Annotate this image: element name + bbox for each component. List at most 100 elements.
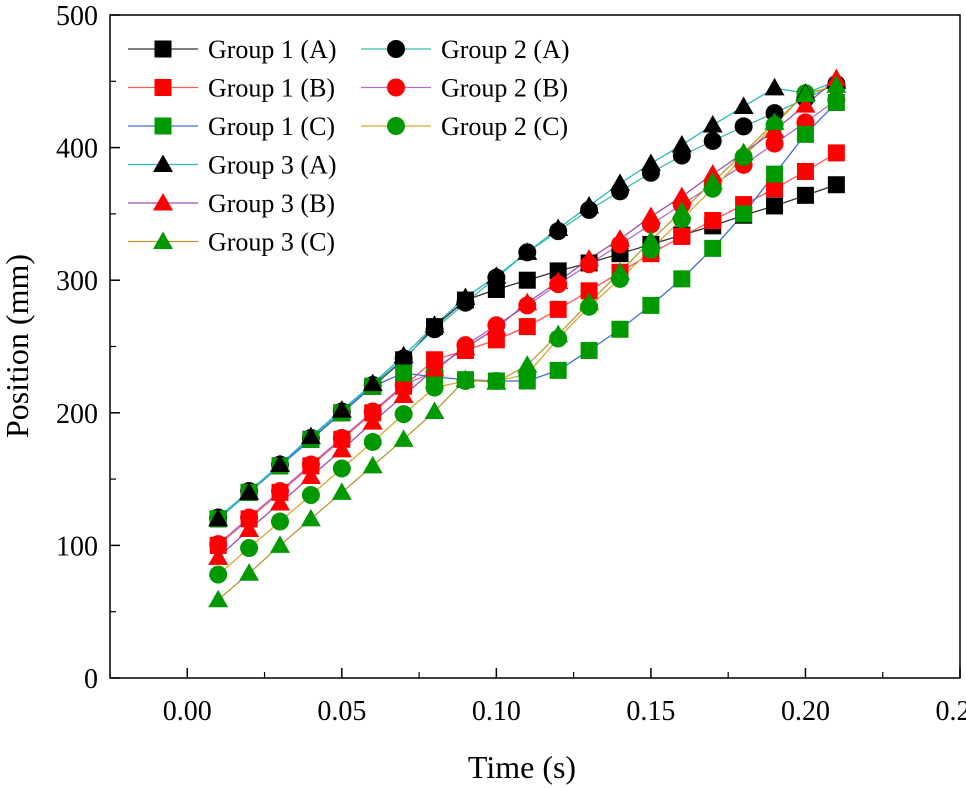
- data-point: [240, 508, 259, 527]
- data-point: [270, 535, 290, 553]
- legend-marker: [154, 79, 172, 96]
- data-point: [766, 197, 784, 215]
- data-point: [362, 455, 383, 474]
- series-points-9: [208, 75, 847, 608]
- legend-entry: Group 2 (B): [361, 74, 568, 103]
- data-point: [517, 292, 538, 311]
- data-point: [393, 429, 414, 447]
- data-point: [826, 75, 847, 93]
- legend: Group 1 (A) Group 2 (A) Group 1 (B) Group 2…: [128, 35, 570, 257]
- data-point: [579, 292, 600, 311]
- data-point: [425, 378, 444, 397]
- data-point: [579, 195, 600, 214]
- data-point: [671, 134, 692, 153]
- data-point: [362, 412, 383, 430]
- y-tick-label: 300: [56, 266, 98, 297]
- data-point: [270, 454, 290, 473]
- data-point: [486, 266, 507, 284]
- data-point: [640, 206, 661, 225]
- legend-entry: Group 1 (C): [128, 112, 335, 141]
- data-point: [671, 186, 692, 205]
- data-point: [239, 519, 260, 537]
- data-point: [270, 492, 290, 511]
- data-point: [209, 565, 228, 584]
- data-point: [796, 162, 814, 180]
- legend-label: Group 1 (B): [208, 74, 335, 103]
- x-axis-title: Time (s): [468, 749, 576, 785]
- data-point: [640, 230, 661, 248]
- data-point: [332, 459, 351, 478]
- data-point: [240, 539, 259, 558]
- legend-entry: Group 3 (A): [128, 151, 337, 180]
- data-point: [517, 242, 538, 260]
- data-point: [300, 508, 321, 527]
- x-tick-label: 0.00: [163, 696, 212, 727]
- legend-label: Group 1 (A): [208, 35, 337, 64]
- data-point: [734, 117, 753, 136]
- data-point: [517, 355, 538, 373]
- data-point: [424, 315, 445, 333]
- data-point: [208, 589, 229, 608]
- data-point: [796, 125, 814, 143]
- data-point: [208, 508, 229, 527]
- data-point: [301, 486, 320, 505]
- legend-marker: [154, 117, 172, 135]
- data-point: [673, 227, 691, 245]
- legend-label: Group 3 (C): [208, 228, 335, 257]
- data-point: [735, 205, 753, 223]
- data-point: [332, 428, 351, 447]
- data-point: [796, 186, 814, 204]
- legend-marker: [387, 40, 405, 58]
- data-point: [486, 317, 507, 336]
- legend-marker: [153, 193, 173, 211]
- data-point: [673, 270, 691, 288]
- data-point: [733, 142, 754, 161]
- data-point: [702, 172, 723, 190]
- legend-entry: Group 2 (A): [361, 35, 570, 64]
- x-tick-label: 0.15: [626, 696, 675, 727]
- data-point: [331, 482, 352, 500]
- legend-marker: [387, 78, 405, 97]
- data-point: [548, 271, 569, 290]
- data-point: [209, 535, 228, 554]
- series-points-8: [208, 68, 847, 565]
- y-tick-label: 500: [56, 1, 98, 32]
- data-point: [486, 372, 507, 390]
- data-point: [271, 512, 289, 531]
- data-point: [610, 262, 630, 280]
- data-point: [424, 401, 445, 419]
- data-point: [518, 318, 536, 336]
- data-point: [549, 262, 567, 280]
- data-point: [239, 563, 260, 581]
- legend-marker: [153, 231, 173, 249]
- data-point: [393, 345, 414, 364]
- data-point: [702, 115, 723, 133]
- data-point: [455, 287, 476, 305]
- legend-entry: Group 1 (A): [128, 35, 337, 64]
- legend-label: Group 2 (A): [441, 35, 570, 64]
- data-point: [300, 466, 321, 484]
- data-point: [766, 180, 784, 198]
- legend-label: Group 1 (C): [208, 112, 335, 141]
- legend-marker: [154, 40, 172, 58]
- data-point: [827, 176, 845, 194]
- data-point: [301, 455, 320, 474]
- data-point: [671, 201, 692, 219]
- legend-entry: Group 2 (C): [361, 112, 568, 141]
- data-point: [640, 153, 661, 172]
- y-tick-label: 200: [56, 399, 98, 430]
- data-point: [362, 373, 383, 392]
- data-point: [580, 282, 598, 300]
- data-point: [827, 94, 845, 112]
- data-point: [766, 165, 784, 183]
- y-tick-label: 0: [84, 664, 98, 695]
- data-point: [642, 296, 660, 314]
- data-point: [610, 173, 630, 191]
- data-point: [363, 432, 382, 451]
- data-point: [518, 271, 536, 289]
- legend-label: Group 2 (C): [441, 112, 568, 141]
- legend-entry: Group 3 (C): [128, 228, 335, 257]
- axis-ticks: 0.00 0.05 0.10 0.15 0.20 0.25 0 100 200 300 400 500: [56, 1, 966, 727]
- data-point: [549, 300, 567, 318]
- data-point: [579, 248, 600, 267]
